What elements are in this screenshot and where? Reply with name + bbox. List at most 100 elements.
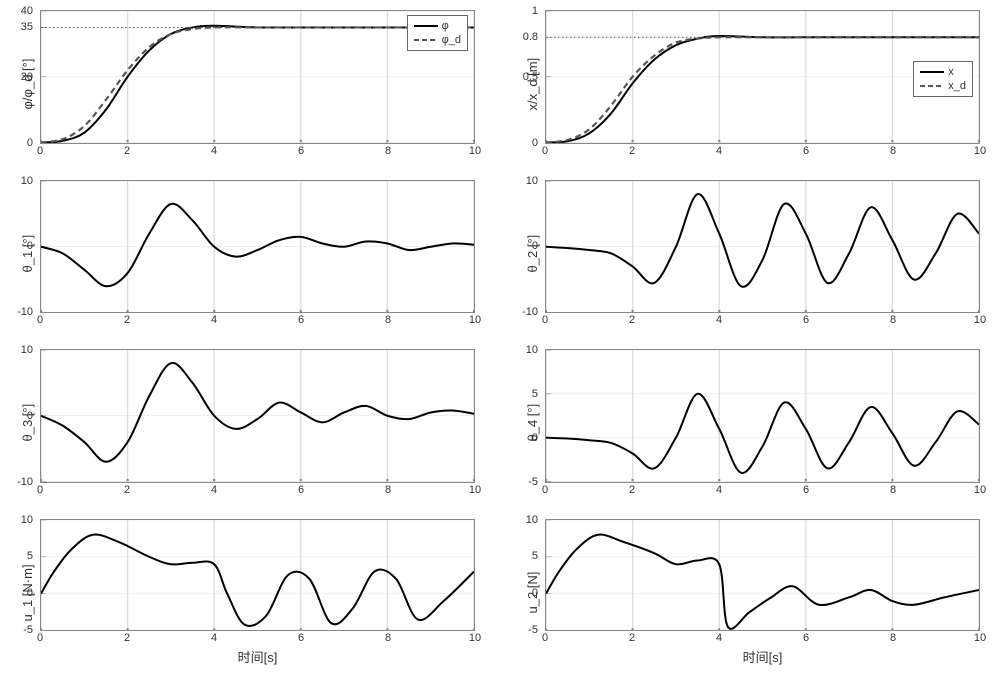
- xtick: 6: [803, 484, 809, 496]
- xtick: 8: [890, 632, 896, 644]
- xtick: 4: [716, 314, 722, 326]
- plot-area: 00.50.81xx_d: [545, 10, 980, 144]
- xtick: 2: [629, 145, 635, 157]
- xtick: 6: [803, 145, 809, 157]
- xtick: 10: [469, 145, 481, 157]
- xtick: 10: [974, 632, 986, 644]
- ytick: 5: [27, 550, 33, 562]
- plot-area: -10010: [545, 180, 980, 314]
- panel-p6: u_1 [N·m]-505100246810时间[s]: [20, 519, 475, 667]
- ytick: 20: [21, 71, 33, 83]
- plot-area: -50510: [545, 349, 980, 483]
- xtick: 4: [716, 145, 722, 157]
- ytick: 1: [532, 5, 538, 17]
- plot-area: -50510: [40, 519, 475, 632]
- xtick: 6: [803, 632, 809, 644]
- ylabel: θ_1 [°]: [20, 180, 40, 328]
- xtick: 6: [298, 484, 304, 496]
- legend-swatch: [920, 67, 944, 77]
- xlabel: 时间[s]: [40, 647, 475, 666]
- ytick: 5: [532, 550, 538, 562]
- ytick: 40: [21, 5, 33, 17]
- legend-label: φ_d: [442, 34, 461, 46]
- ytick: -10: [522, 306, 538, 318]
- xtick: 8: [385, 484, 391, 496]
- xtick: 8: [385, 632, 391, 644]
- ytick: 0: [27, 137, 33, 149]
- ytick: 0: [27, 587, 33, 599]
- ytick: 10: [526, 175, 538, 187]
- panel-p1: x/x_d [m]00.50.81xx_d0246810: [525, 10, 980, 158]
- xtick: 2: [629, 484, 635, 496]
- plot-area: -10010: [40, 349, 475, 483]
- xtick: 6: [803, 314, 809, 326]
- xtick: 2: [124, 632, 130, 644]
- xtick: 6: [298, 145, 304, 157]
- xtick: 0: [542, 484, 548, 496]
- xtick: 10: [469, 484, 481, 496]
- ytick: 10: [21, 175, 33, 187]
- ytick: 0: [27, 410, 33, 422]
- xtick: 6: [298, 314, 304, 326]
- plot-area: -50510: [545, 519, 980, 632]
- xtick: 10: [469, 314, 481, 326]
- legend-label: x: [948, 66, 954, 78]
- ytick: -10: [17, 306, 33, 318]
- ytick: 0.5: [523, 71, 538, 83]
- ytick: 0: [532, 587, 538, 599]
- panel-p3: θ_2 [°]-100100246810: [525, 180, 980, 328]
- legend-item: x_d: [920, 79, 966, 93]
- plot-area: 0203540φφ_d: [40, 10, 475, 144]
- ytick: 10: [526, 514, 538, 526]
- xtick: 4: [211, 632, 217, 644]
- xtick: 0: [542, 145, 548, 157]
- xtick: 10: [974, 145, 986, 157]
- legend-swatch: [920, 81, 944, 91]
- xtick: 8: [890, 484, 896, 496]
- xtick: 8: [890, 145, 896, 157]
- ytick: 5: [532, 388, 538, 400]
- xtick: 10: [469, 632, 481, 644]
- panel-p4: θ_3 [°]-100100246810: [20, 349, 475, 497]
- xtick: 6: [298, 632, 304, 644]
- xlabel: 时间[s]: [545, 647, 980, 666]
- xtick: 8: [385, 314, 391, 326]
- ytick: 35: [21, 21, 33, 33]
- legend-item: φ: [414, 19, 461, 33]
- xtick: 8: [385, 145, 391, 157]
- ytick: -5: [528, 624, 538, 636]
- legend-swatch: [414, 35, 438, 45]
- ytick: 0: [532, 432, 538, 444]
- legend-swatch: [414, 21, 438, 31]
- xtick: 8: [890, 314, 896, 326]
- xtick: 4: [716, 484, 722, 496]
- ytick: 10: [21, 344, 33, 356]
- xtick: 0: [542, 314, 548, 326]
- legend-label: φ: [442, 20, 449, 32]
- xtick: 4: [211, 314, 217, 326]
- ytick: -10: [17, 476, 33, 488]
- xtick: 2: [629, 632, 635, 644]
- xtick: 2: [124, 314, 130, 326]
- ytick: 10: [526, 344, 538, 356]
- ytick: 0.8: [523, 31, 538, 43]
- xtick: 2: [124, 145, 130, 157]
- ytick: -5: [23, 624, 33, 636]
- ytick: 0: [27, 240, 33, 252]
- xtick: 0: [37, 314, 43, 326]
- ytick: -5: [528, 476, 538, 488]
- ytick: 0: [532, 137, 538, 149]
- legend-item: φ_d: [414, 33, 461, 47]
- xtick: 0: [37, 145, 43, 157]
- panel-p2: θ_1 [°]-100100246810: [20, 180, 475, 328]
- legend: xx_d: [913, 61, 973, 97]
- legend-item: x: [920, 65, 966, 79]
- ytick: 0: [532, 240, 538, 252]
- xtick: 2: [124, 484, 130, 496]
- plot-area: -10010: [40, 180, 475, 314]
- xtick: 4: [211, 484, 217, 496]
- ylabel: θ_4 [°]: [525, 349, 545, 497]
- panel-p0: φ/φ_d [°]0203540φφ_d0246810: [20, 10, 475, 158]
- xtick: 4: [716, 632, 722, 644]
- ylabel: θ_3 [°]: [20, 349, 40, 497]
